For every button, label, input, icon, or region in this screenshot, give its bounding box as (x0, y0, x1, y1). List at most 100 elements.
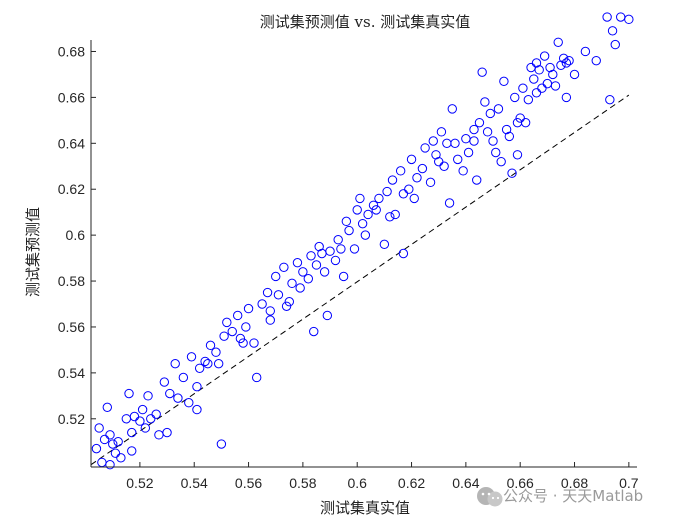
x-tick-label: 0.6 (347, 475, 367, 491)
scatter-points (91, 12, 634, 470)
data-point (235, 333, 246, 344)
data-point (252, 372, 262, 383)
data-point (116, 453, 126, 463)
watermark-text: 公众号 · 天天Matlab (503, 487, 643, 505)
data-point (170, 358, 180, 369)
data-point (550, 81, 561, 91)
data-point (512, 150, 523, 160)
data-point (624, 14, 634, 25)
data-point (105, 430, 115, 440)
data-point (363, 209, 373, 220)
data-point (273, 290, 284, 300)
y-tick-label: 0.66 (58, 89, 85, 105)
x-tick-label: 0.54 (181, 475, 208, 491)
data-point (319, 267, 330, 277)
data-point (531, 88, 542, 98)
data-point (279, 262, 289, 272)
data-point (314, 241, 324, 252)
data-point (287, 278, 297, 289)
data-point (382, 186, 392, 197)
data-point (390, 209, 400, 220)
data-point (434, 156, 444, 167)
data-point (474, 117, 485, 128)
data-point (556, 60, 566, 70)
data-point (227, 326, 237, 337)
data-point (406, 154, 417, 165)
data-point (262, 287, 273, 298)
data-point (472, 175, 482, 185)
y-tick-label: 0.62 (58, 181, 85, 197)
data-point (436, 127, 447, 137)
data-point (480, 97, 490, 107)
data-point (469, 124, 479, 135)
data-point (564, 55, 574, 66)
data-point (491, 147, 501, 158)
y-tick-label: 0.58 (58, 273, 85, 289)
data-point (265, 306, 275, 316)
data-point (151, 409, 161, 419)
y-tick-label: 0.52 (58, 411, 85, 427)
data-point (265, 315, 275, 325)
data-point (385, 212, 395, 222)
y-tick-label: 0.64 (58, 135, 85, 151)
data-point (398, 189, 409, 199)
data-point (309, 326, 319, 337)
data-point (531, 58, 542, 68)
data-point (529, 74, 539, 84)
data-point (336, 244, 346, 254)
x-tick-label: 0.64 (452, 475, 479, 491)
data-point (102, 402, 113, 413)
data-point (428, 136, 438, 146)
data-point (333, 235, 343, 245)
x-axis-label: 测试集真实值 (320, 499, 410, 517)
data-point (420, 143, 430, 153)
data-point (607, 26, 618, 36)
data-point (387, 175, 398, 185)
data-point (192, 404, 202, 415)
data-point (360, 230, 371, 240)
data-point (605, 94, 615, 105)
data-point (447, 104, 457, 114)
x-tick-label: 0.52 (126, 475, 153, 491)
data-point (417, 163, 428, 174)
data-point (303, 274, 314, 284)
data-point (238, 338, 248, 348)
data-point (173, 393, 183, 403)
data-point (219, 331, 229, 341)
data-point (341, 216, 352, 227)
data-point (523, 94, 534, 105)
data-point (127, 446, 137, 456)
y-tick-label: 0.68 (58, 43, 85, 59)
data-point (591, 55, 601, 66)
data-point (306, 251, 316, 261)
data-point (317, 248, 327, 259)
x-tick-label: 0.7 (619, 475, 639, 491)
x-tick-label: 0.58 (289, 475, 316, 491)
data-point (213, 358, 224, 369)
x-tick-label: 0.62 (398, 475, 425, 491)
data-point (200, 356, 210, 367)
data-point (357, 218, 368, 229)
x-tick-label: 0.68 (561, 475, 588, 491)
data-point (518, 83, 528, 93)
data-point (463, 147, 474, 158)
data-point (211, 347, 221, 357)
data-point (496, 156, 506, 167)
data-point (192, 381, 202, 392)
data-point (91, 443, 102, 454)
wechat-icon (477, 487, 503, 507)
data-point (501, 124, 512, 135)
data-point (338, 271, 349, 282)
data-point (379, 239, 390, 250)
data-point (140, 423, 151, 433)
plot-area (90, 12, 637, 470)
reference-line (90, 94, 630, 466)
data-point (450, 138, 460, 149)
y-axis-label: 测试集预测值 (24, 207, 42, 297)
data-point (553, 37, 563, 47)
data-point (515, 113, 525, 123)
data-point (371, 205, 381, 215)
data-point (281, 301, 292, 311)
data-point (129, 411, 140, 422)
data-point (135, 416, 145, 426)
